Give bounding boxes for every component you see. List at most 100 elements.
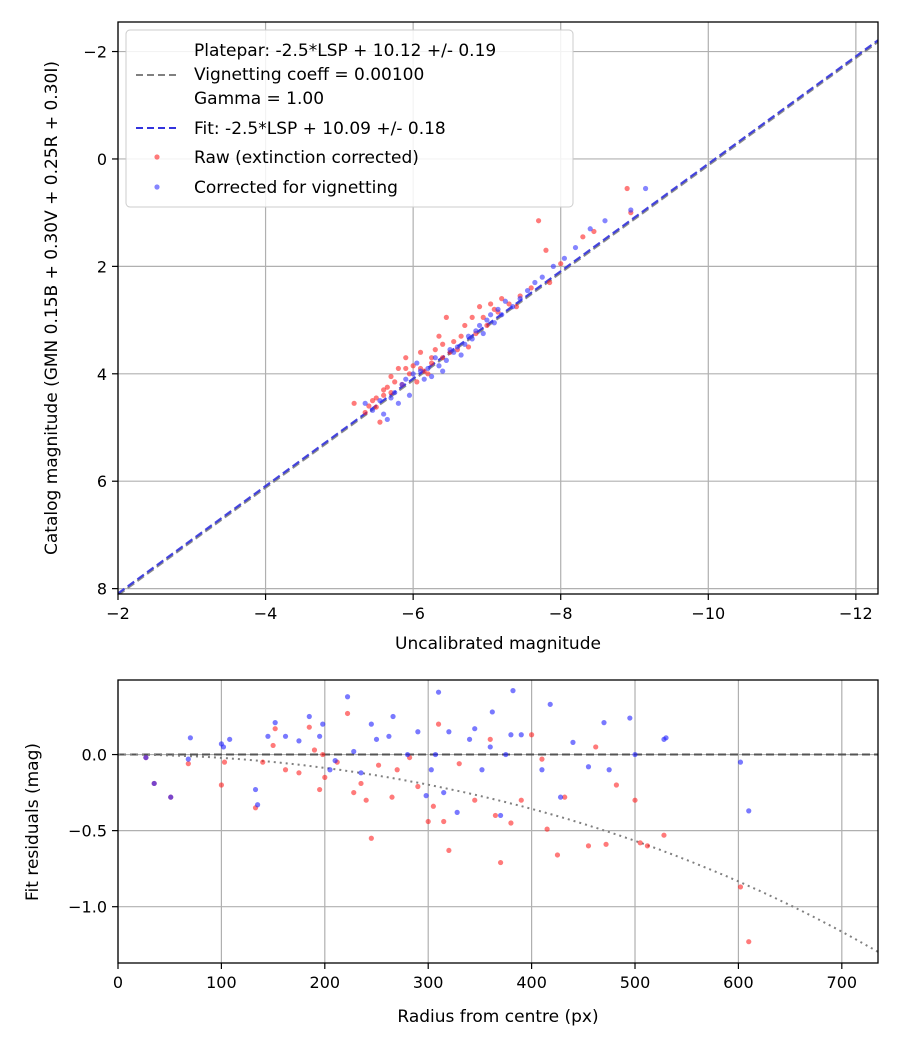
top-point-raw-extinction-corrected	[373, 395, 379, 401]
top-point-corrected-for-vignetting	[465, 333, 472, 339]
bottom-point-corrected	[143, 754, 149, 761]
top-point-corrected-for-vignetting	[532, 279, 538, 286]
bottom-point-raw	[632, 797, 638, 803]
top-point-corrected-for-vignetting	[432, 355, 438, 361]
top-xtick-label: −6	[401, 604, 425, 623]
bottom-point-corrected	[737, 759, 744, 765]
legend-entry-fit: Fit: -2.5*LSP + 10.09 +/- 0.18	[194, 119, 446, 139]
top-point-raw-extinction-corrected	[362, 409, 368, 416]
top-line-platepar	[118, 40, 878, 594]
bottom-point-raw	[603, 841, 609, 847]
bottom-point-raw	[425, 818, 431, 825]
bottom-point-corrected	[518, 732, 524, 738]
top-point-corrected-for-vignetting	[484, 317, 490, 323]
top-point-corrected-for-vignetting	[414, 360, 420, 366]
top-point-corrected-for-vignetting	[443, 357, 449, 363]
bottom-point-corrected	[627, 715, 633, 721]
bottom-point-raw	[593, 744, 599, 750]
top-point-raw-extinction-corrected	[410, 363, 416, 369]
bottom-point-raw	[185, 761, 191, 767]
bottom-point-raw	[351, 789, 357, 796]
bottom-point-corrected	[472, 726, 478, 732]
bottom-point-corrected	[632, 751, 638, 758]
bottom-point-corrected	[282, 733, 289, 739]
top-point-corrected-for-vignetting	[428, 373, 435, 380]
top-point-raw-extinction-corrected	[428, 360, 435, 366]
top-point-raw-extinction-corrected	[469, 314, 475, 320]
legend-entry-corrected: Corrected for vignetting	[194, 178, 398, 198]
bottom-point-corrected	[489, 709, 495, 715]
bottom-point-corrected	[570, 739, 576, 745]
bottom-point-corrected	[390, 713, 396, 720]
bottom-vignetting-curve	[118, 753, 878, 953]
top-point-raw-extinction-corrected	[377, 419, 383, 425]
top-point-corrected-for-vignetting	[454, 344, 461, 350]
bottom-xtick-label: 100	[206, 973, 237, 992]
top-point-corrected-for-vignetting	[362, 400, 368, 406]
bottom-point-raw	[562, 794, 568, 800]
bottom-point-corrected	[227, 736, 233, 742]
bottom-point-corrected	[428, 767, 434, 773]
bottom-point-corrected	[327, 767, 333, 773]
top-point-raw-extinction-corrected	[395, 365, 401, 372]
top-point-raw-extinction-corrected	[421, 368, 427, 374]
top-point-corrected-for-vignetting	[410, 371, 416, 377]
top-point-raw-extinction-corrected	[428, 355, 435, 361]
top-point-raw-extinction-corrected	[440, 341, 446, 347]
bottom-xtick-label: 0	[113, 973, 123, 992]
bottom-point-corrected	[404, 751, 411, 758]
legend-box	[125, 29, 574, 208]
top-point-raw-extinction-corrected	[381, 387, 387, 393]
top-point-corrected-for-vignetting	[550, 263, 556, 269]
bottom-point-corrected	[466, 736, 473, 742]
top-point-raw-extinction-corrected	[436, 333, 442, 339]
bottom-point-raw	[358, 780, 364, 787]
bottom-point-raw	[472, 797, 478, 803]
top-point-raw-extinction-corrected	[403, 365, 409, 372]
bottom-point-raw	[311, 747, 318, 753]
bottom-point-raw	[375, 762, 382, 768]
bottom-ylabel: Fit residuals (mag)	[23, 743, 43, 901]
top-point-raw-extinction-corrected	[476, 304, 483, 310]
bottom-point-raw	[218, 782, 225, 788]
top-point-corrected-for-vignetting	[476, 322, 483, 329]
bottom-point-corrected	[320, 721, 326, 727]
bottom-panel-lines	[118, 753, 878, 953]
top-point-corrected-for-vignetting	[403, 376, 409, 382]
bottom-point-corrected	[296, 738, 302, 744]
bottom-point-raw	[497, 859, 504, 866]
bottom-point-corrected	[547, 701, 553, 707]
top-ylabel: Catalog magnitude (GMN 0.15B + 0.30V + 0…	[42, 61, 62, 555]
bottom-point-corrected	[435, 689, 442, 695]
bottom-point-raw	[508, 820, 514, 826]
bottom-point-raw	[637, 840, 643, 846]
top-point-corrected-for-vignetting	[451, 349, 457, 355]
top-point-corrected-for-vignetting	[587, 226, 593, 232]
top-point-corrected-for-vignetting	[572, 244, 579, 251]
top-xlabel: Uncalibrated magnitude	[395, 634, 601, 654]
bottom-point-corrected	[497, 812, 504, 819]
bottom-point-raw	[487, 736, 493, 742]
top-point-corrected-for-vignetting	[462, 341, 468, 347]
bottom-point-corrected	[272, 720, 278, 726]
top-xtick-label: −8	[549, 604, 573, 623]
top-point-corrected-for-vignetting	[539, 274, 545, 280]
bottom-point-corrected	[185, 756, 191, 762]
top-ytick-label: −2	[83, 43, 107, 62]
bottom-point-raw	[368, 835, 374, 841]
bottom-panel-points	[143, 688, 752, 945]
top-point-raw-extinction-corrected	[580, 234, 586, 240]
top-point-raw-extinction-corrected	[480, 314, 486, 320]
top-point-raw-extinction-corrected	[491, 306, 497, 312]
bottom-point-corrected	[479, 767, 485, 773]
bottom-xtick-label: 700	[827, 973, 858, 992]
bottom-point-raw	[320, 751, 326, 758]
bottom-point-raw	[585, 843, 592, 849]
bottom-point-raw	[737, 884, 744, 890]
bottom-point-corrected	[344, 694, 351, 700]
top-point-corrected-for-vignetting	[381, 411, 387, 417]
top-point-corrected-for-vignetting	[395, 400, 401, 406]
top-ytick-label: 2	[97, 257, 107, 276]
legend: Platepar: -2.5*LSP + 10.12 +/- 0.19 Vign…	[125, 29, 574, 208]
top-point-raw-extinction-corrected	[403, 355, 409, 361]
